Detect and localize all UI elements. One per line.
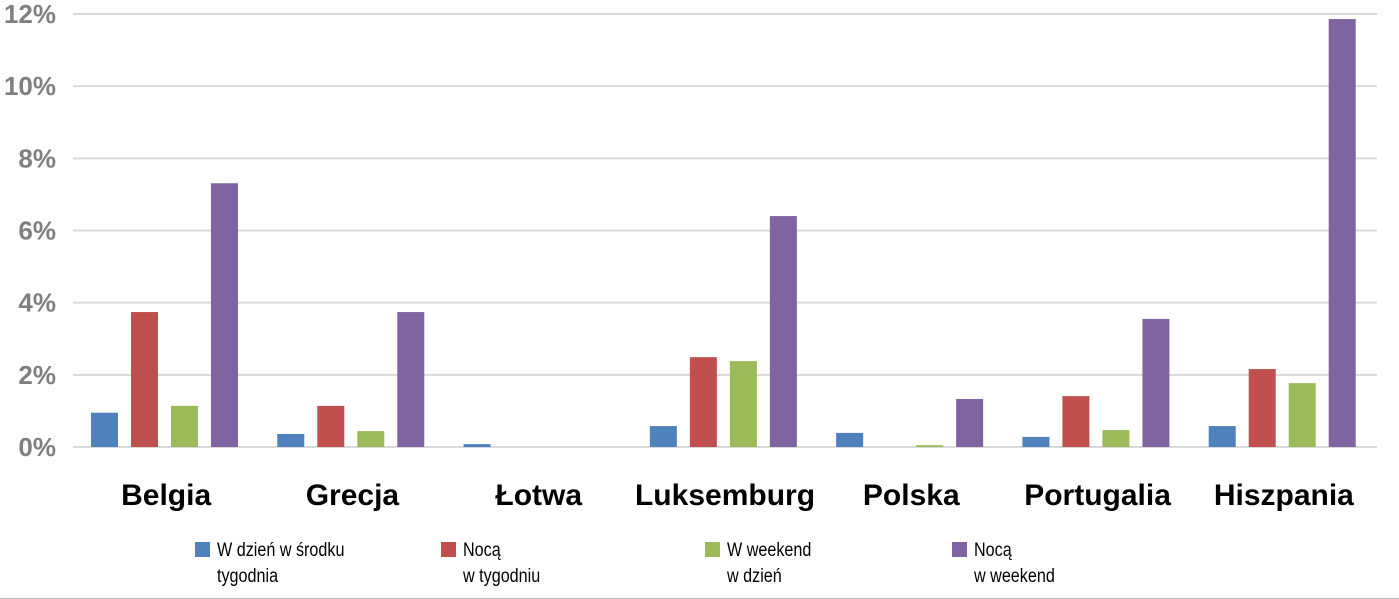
x-tick-label: Łotwa xyxy=(495,479,582,512)
bar-luksemburg-3 xyxy=(769,216,797,447)
bar-hiszpania-1 xyxy=(1248,369,1276,447)
bar-hiszpania-0 xyxy=(1208,426,1236,447)
y-tick-label: 0% xyxy=(18,432,56,462)
legend-item-weekday-day: W dzień w środku tygodnia xyxy=(195,538,367,590)
bar-belgia-0 xyxy=(91,412,118,447)
bar-hiszpania-3 xyxy=(1328,19,1356,447)
y-tick-label: 8% xyxy=(18,143,56,173)
x-tick-label: Hiszpania xyxy=(1214,479,1354,512)
legend-swatch xyxy=(195,542,210,557)
bar-luksemburg-1 xyxy=(689,357,717,447)
bar-polska-0 xyxy=(836,432,864,447)
legend-label: W dzień w środku tygodnia xyxy=(217,540,345,587)
legend-swatch xyxy=(952,542,967,557)
y-tick-label: 12% xyxy=(4,0,56,29)
bar-grecja-0 xyxy=(277,434,305,447)
bar-belgia-1 xyxy=(131,312,158,447)
x-tick-label: Luksemburg xyxy=(635,479,815,512)
bar-luksemburg-2 xyxy=(729,361,757,447)
bar-polska-3 xyxy=(956,399,984,447)
bar-portugalia-0 xyxy=(1022,436,1050,447)
legend-label: W weekend w dzień xyxy=(727,540,812,587)
x-tick-label: Polska xyxy=(863,479,960,512)
legend-swatch xyxy=(441,542,456,557)
legend-label: Nocą w weekend xyxy=(974,540,1055,587)
bar-hiszpania-2 xyxy=(1288,383,1316,447)
legend-item-weekday-night: Nocą w tygodniu xyxy=(441,538,554,590)
bar-grecja-3 xyxy=(397,312,425,447)
bar-belgia-2 xyxy=(171,405,198,447)
bar-luksemburg-0 xyxy=(649,426,677,447)
bar-portugalia-2 xyxy=(1102,430,1130,447)
bar-portugalia-1 xyxy=(1062,396,1090,447)
x-tick-label: Belgia xyxy=(121,479,211,512)
y-tick-label: 10% xyxy=(4,71,56,101)
x-tick-label: Grecja xyxy=(306,479,400,512)
legend-label: Nocą w tygodniu xyxy=(463,540,541,587)
bar-portugalia-3 xyxy=(1142,318,1170,447)
legend-swatch xyxy=(705,542,720,557)
bar-belgia-3 xyxy=(211,183,238,447)
bar-grecja-2 xyxy=(357,431,385,447)
bar-grecja-1 xyxy=(317,405,345,447)
y-tick-label: 6% xyxy=(18,216,56,246)
y-tick-label: 2% xyxy=(18,360,56,390)
y-tick-label: 4% xyxy=(18,288,56,318)
bar-łotwa-0 xyxy=(463,444,491,447)
bar-chart: 0% 2% 4% 6% 8% 10% 12% Belgia Grecja Łotwa Luksemb… xyxy=(4,0,1377,512)
legend: W dzień w środku tygodnia Nocą w tygodni… xyxy=(0,538,1399,598)
bar-polska-2 xyxy=(916,445,944,447)
legend-item-weekend-night: Nocą w weekend xyxy=(952,538,1069,590)
legend-item-weekend-day: W weekend w dzień xyxy=(705,538,826,590)
x-tick-label: Portugalia xyxy=(1024,479,1171,512)
